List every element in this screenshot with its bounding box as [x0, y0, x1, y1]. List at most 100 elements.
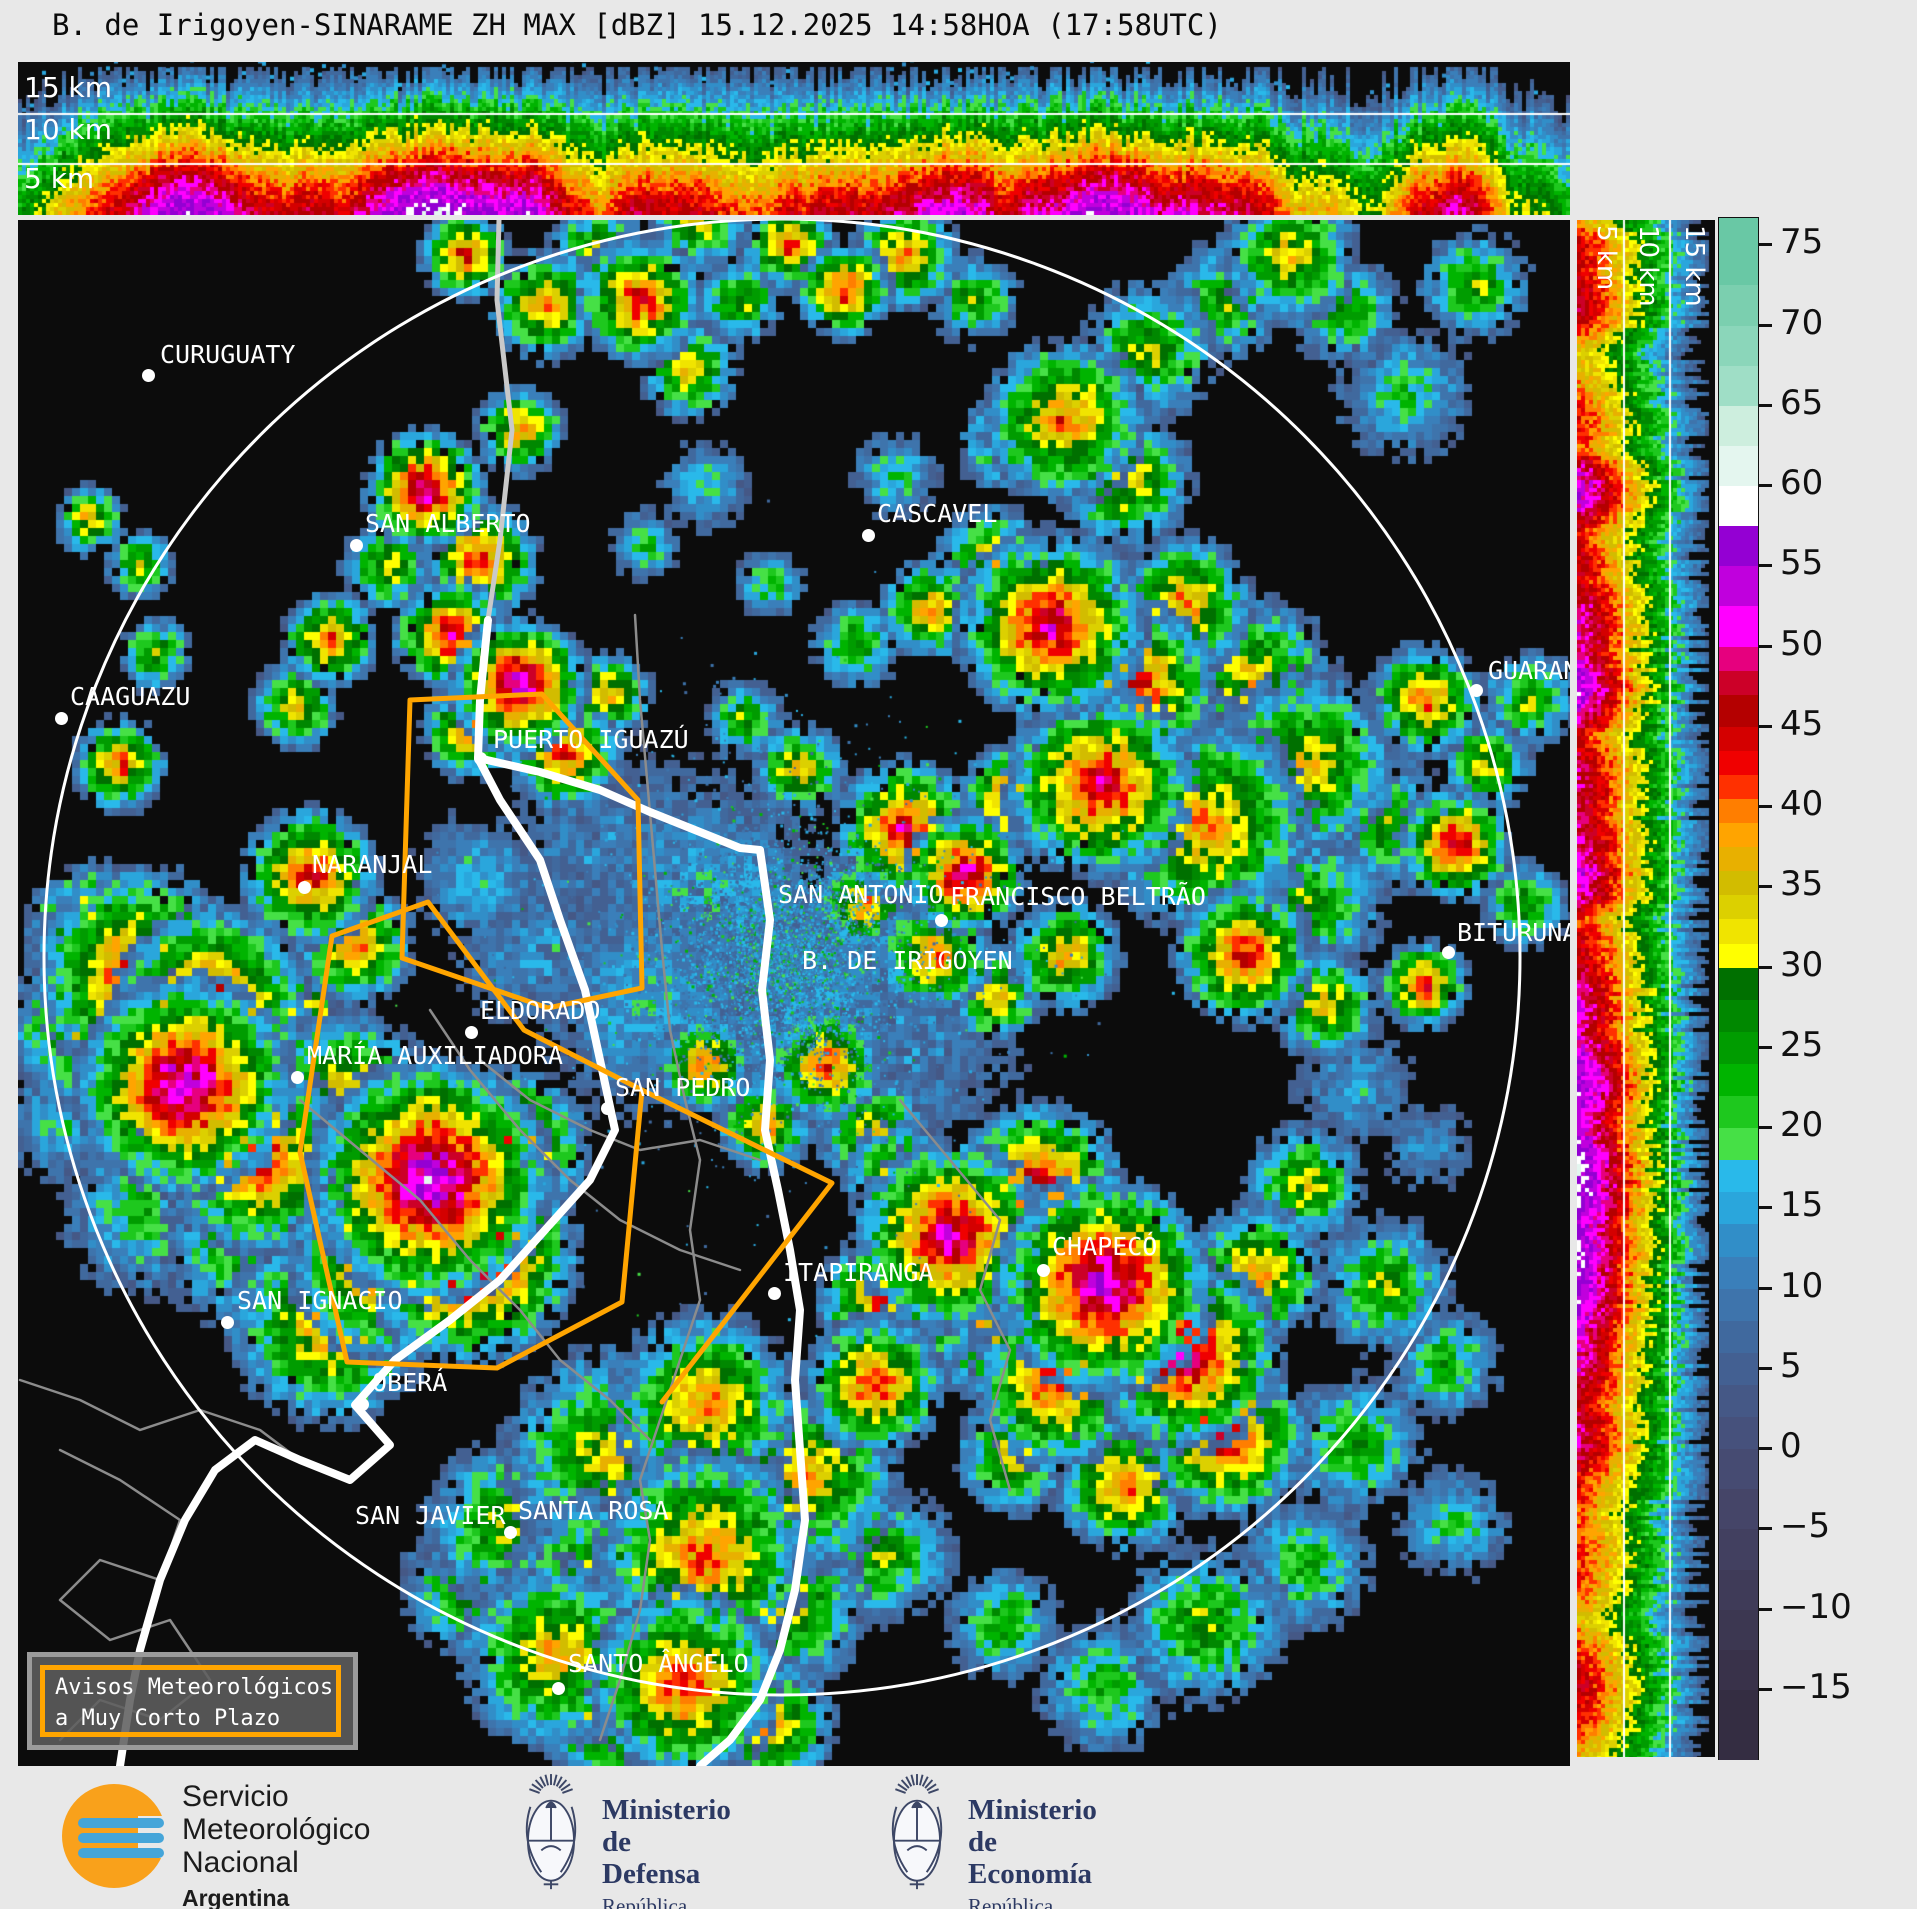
colorbar-segment	[1719, 895, 1758, 921]
colorbar-tick	[1758, 1687, 1772, 1691]
colorbar-tick	[1758, 885, 1772, 889]
page-title: B. de Irigoyen-SINARAME ZH MAX [dBZ] 15.…	[52, 8, 1222, 42]
city-label: BITURUNA	[1457, 918, 1570, 947]
city-dot	[291, 1071, 304, 1084]
colorbar-tick-label: 25	[1780, 1024, 1824, 1065]
admin-border	[298, 1098, 652, 1442]
warning-legend-box: Avisos Meteorológicos a Muy Corto Plazo	[27, 1652, 358, 1750]
colorbar-tick-label: −5	[1780, 1506, 1831, 1547]
city-label: SAN PEDRO	[615, 1073, 751, 1102]
colorbar-segment	[1719, 1449, 1758, 1490]
colorbar-tick	[1758, 564, 1772, 568]
colorbar-tick-label: 40	[1780, 784, 1824, 825]
dbz-colorbar	[1718, 217, 1759, 1760]
map-overlay	[18, 220, 1522, 1766]
smn-line1: Servicio	[182, 1780, 289, 1813]
colorbar-tick-label: 50	[1780, 623, 1824, 664]
colorbar-segment	[1719, 526, 1758, 567]
city-label: B. DE IRIGOYEN	[802, 946, 1013, 975]
city-label: NARANJAL	[312, 850, 433, 879]
radar-map-panel: CURUGUATY SAN ALBERTO CASCAVEL CAAGUAZU GUAR…	[18, 220, 1570, 1766]
city-dot	[935, 914, 948, 927]
colorbar-tick	[1758, 484, 1772, 488]
city-label: CAAGUAZU	[70, 682, 191, 711]
river	[696, 846, 809, 1766]
colorbar-tick	[1758, 1447, 1772, 1451]
colorbar-segment	[1719, 999, 1758, 1033]
colorbar-segment	[1719, 445, 1758, 487]
colorbar-tick-label: 45	[1780, 703, 1824, 744]
colorbar-tick-label: −10	[1780, 1586, 1852, 1627]
coat-of-arms-icon	[891, 1774, 943, 1890]
city-dot	[862, 529, 875, 542]
admin-border	[598, 613, 702, 1742]
warning-legend-line2: a Muy Corto Plazo	[55, 1706, 281, 1731]
colorbar-tick	[1758, 1126, 1772, 1130]
city-dot	[601, 1102, 614, 1115]
colorbar-segment	[1719, 823, 1758, 848]
colorbar-segment	[1719, 1031, 1758, 1065]
colorbar-segment	[1719, 1288, 1758, 1322]
colorbar-segment	[1719, 1096, 1758, 1129]
colorbar-tick-label: 65	[1780, 382, 1824, 423]
colorbar-tick	[1758, 1607, 1772, 1611]
colorbar-tick-label: 30	[1780, 944, 1824, 985]
city-dot	[504, 1526, 517, 1539]
colorbar-segment	[1719, 1489, 1758, 1531]
colorbar-tick-label: 5	[1780, 1345, 1802, 1386]
coat-of-arms-icon	[525, 1774, 577, 1890]
colorbar-segment	[1719, 1192, 1758, 1226]
side-band-10km-label: 10 km	[1633, 225, 1663, 307]
city-dot	[55, 712, 68, 725]
city-label: ITAPIRANGA	[783, 1258, 934, 1287]
city-label: CURUGUATY	[160, 340, 296, 369]
city-label: SANTA ROSA	[518, 1496, 669, 1525]
colorbar-segment	[1719, 919, 1758, 945]
colorbar-tick	[1758, 1286, 1772, 1290]
colorbar-segment	[1719, 1649, 1758, 1691]
city-dot	[1470, 684, 1483, 697]
vertical-cross-section-canvas	[1577, 220, 1715, 1757]
colorbar-segment	[1719, 566, 1758, 608]
colorbar-tick-label: 75	[1780, 222, 1824, 263]
colorbar-tick-label: 55	[1780, 543, 1824, 584]
city-dot	[142, 369, 155, 382]
top-band-5km-label: 5 km	[24, 162, 95, 195]
colorbar-tick	[1758, 1206, 1772, 1210]
colorbar-segment	[1719, 1224, 1758, 1258]
ministerio-defensa-text: Ministerio de Defensa República Argentin…	[602, 1794, 731, 1909]
colorbar-segment	[1719, 405, 1758, 447]
colorbar-segment	[1719, 1417, 1758, 1450]
colorbar-tick-label: −15	[1780, 1666, 1852, 1707]
admin-border	[898, 1098, 1012, 1492]
city-label: CHAPECÓ	[1052, 1232, 1158, 1261]
city-dot	[1037, 1264, 1050, 1277]
river-gray	[485, 220, 515, 623]
city-label: SANTO ÂNGELO	[568, 1649, 749, 1678]
colorbar-tick	[1758, 724, 1772, 728]
smn-line4: Argentina	[182, 1885, 290, 1909]
city-label: OBERÁ	[372, 1368, 448, 1397]
top-band-10km-label: 10 km	[24, 113, 113, 146]
colorbar-segment	[1719, 1384, 1758, 1418]
colorbar-tick	[1758, 403, 1772, 407]
city-dot	[474, 752, 487, 765]
admin-border	[18, 1378, 302, 1462]
side-band-5km-label: 5 km	[1591, 225, 1621, 291]
colorbar-tick-label: 60	[1780, 463, 1824, 504]
colorbar-segment	[1719, 365, 1758, 407]
vertical-cross-section-panel: 5 km 10 km 15 km	[1577, 220, 1715, 1757]
colorbar-segment	[1719, 799, 1758, 824]
colorbar-segment	[1719, 847, 1758, 872]
admin-border	[478, 1058, 762, 1162]
colorbar-segment	[1719, 486, 1758, 527]
colorbar-tick-label: 20	[1780, 1105, 1824, 1146]
smn-line2: Meteorológico	[182, 1813, 371, 1846]
city-dot	[1442, 946, 1455, 959]
city-label: MARÍA AUXILIADORA	[307, 1041, 563, 1070]
river	[116, 616, 619, 1766]
colorbar-segment	[1719, 1128, 1758, 1161]
colorbar-segment	[1719, 1689, 1758, 1760]
colorbar-tick	[1758, 644, 1772, 648]
city-dot	[298, 881, 311, 894]
